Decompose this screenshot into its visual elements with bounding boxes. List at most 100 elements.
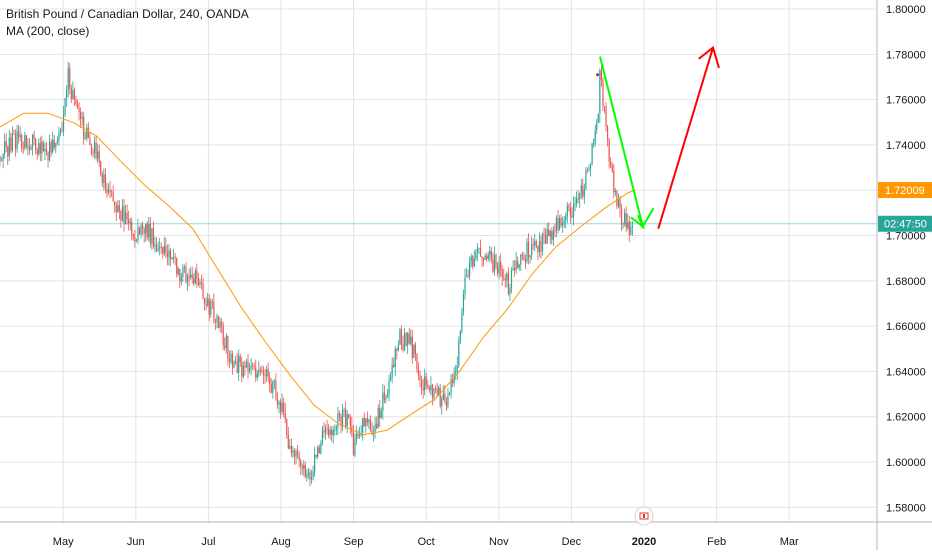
candle-body (149, 224, 151, 244)
candle-body (247, 361, 249, 371)
candle-body (196, 270, 198, 279)
candle-body (49, 141, 51, 161)
candle-body (309, 472, 311, 480)
candle-body (520, 254, 522, 265)
candle-body (70, 87, 72, 99)
candle-body (334, 429, 336, 431)
symbol-title[interactable]: British Pound / Canadian Dollar, 240, OA… (6, 7, 249, 21)
candle-body (417, 369, 420, 376)
drawing-annotations[interactable] (596, 45, 720, 230)
candle-body (289, 445, 291, 449)
candle-body (545, 235, 547, 244)
candle-body (481, 256, 483, 260)
x-tick-label: Aug (271, 536, 291, 548)
candle-body (143, 228, 145, 234)
candle-body (111, 191, 113, 192)
candle-body (546, 229, 548, 244)
candle-body (90, 144, 93, 154)
candle-body (182, 267, 184, 278)
candle-body (304, 464, 306, 478)
candle-body (424, 376, 426, 391)
candle-body (75, 99, 77, 104)
candle-body (298, 454, 300, 461)
candle-body (177, 269, 179, 275)
candle-body (176, 258, 178, 275)
y-tick-label: 1.76000 (886, 95, 926, 107)
candle-body (86, 127, 88, 139)
y-tick-label: 1.78000 (886, 49, 926, 61)
candle-body (256, 373, 258, 378)
candle-body (326, 428, 328, 430)
candle-body (450, 378, 452, 394)
candle-body (543, 233, 545, 236)
candle-body (403, 333, 406, 350)
candle-body (301, 465, 303, 469)
candle-body (475, 252, 477, 259)
candle-body (134, 237, 136, 242)
candle-body (610, 161, 612, 167)
indicator-label[interactable]: MA (200, close) (6, 24, 90, 38)
candle-body (194, 270, 196, 284)
candle-body (560, 218, 562, 226)
x-tick-label: Sep (344, 536, 364, 548)
candle-body (380, 410, 382, 419)
candle-body (216, 316, 218, 323)
candle-body (490, 250, 492, 260)
candle-body (160, 246, 162, 248)
candle-body (390, 377, 392, 381)
candle-body (422, 387, 424, 391)
candle-body (135, 240, 137, 242)
candle-body (349, 417, 351, 426)
candle-body (186, 275, 189, 282)
ma-200-line (0, 112, 636, 436)
candle-body (523, 255, 525, 260)
candle-body (208, 299, 210, 315)
candle-body (47, 151, 49, 161)
candle-body (328, 429, 330, 436)
candle-body (566, 205, 568, 216)
candle-body (586, 169, 589, 171)
candle-body (565, 215, 567, 221)
candle-body (600, 70, 602, 81)
candle-body (52, 139, 54, 153)
candle-body (87, 127, 89, 139)
candle-body (93, 142, 96, 154)
candle-body (67, 68, 69, 90)
candle-body (145, 223, 147, 234)
candle-body (180, 277, 182, 282)
candle-body (5, 141, 7, 147)
candle-body (24, 135, 26, 149)
candle-body (427, 384, 429, 388)
candle-body (109, 189, 111, 192)
ma-price-tag (878, 182, 932, 199)
candle-body (258, 369, 260, 374)
candle-body (205, 303, 207, 306)
candle-body (613, 170, 615, 193)
candle-body (129, 221, 131, 224)
candle-body (81, 117, 83, 119)
candle-body (410, 336, 412, 344)
candle-body (191, 274, 193, 279)
candle-body (472, 256, 474, 267)
candle-body (430, 385, 432, 391)
candle-body (4, 141, 6, 155)
candle-body (293, 450, 296, 457)
candle-body (22, 148, 24, 150)
candle-body (582, 185, 584, 197)
candle-body (458, 340, 460, 366)
x-tick-label: May (53, 536, 74, 548)
candle-body (462, 294, 465, 312)
candle-body (303, 464, 305, 469)
candle-body (461, 311, 463, 331)
candle-body (267, 369, 269, 378)
candle-body (340, 416, 342, 427)
candle-body (124, 212, 127, 224)
candle-body (514, 268, 516, 271)
candle-body (142, 224, 144, 229)
flag-leaf (643, 514, 645, 518)
x-tick-label: Jul (201, 536, 215, 548)
candle-body (323, 430, 325, 433)
candle-body (614, 191, 616, 193)
